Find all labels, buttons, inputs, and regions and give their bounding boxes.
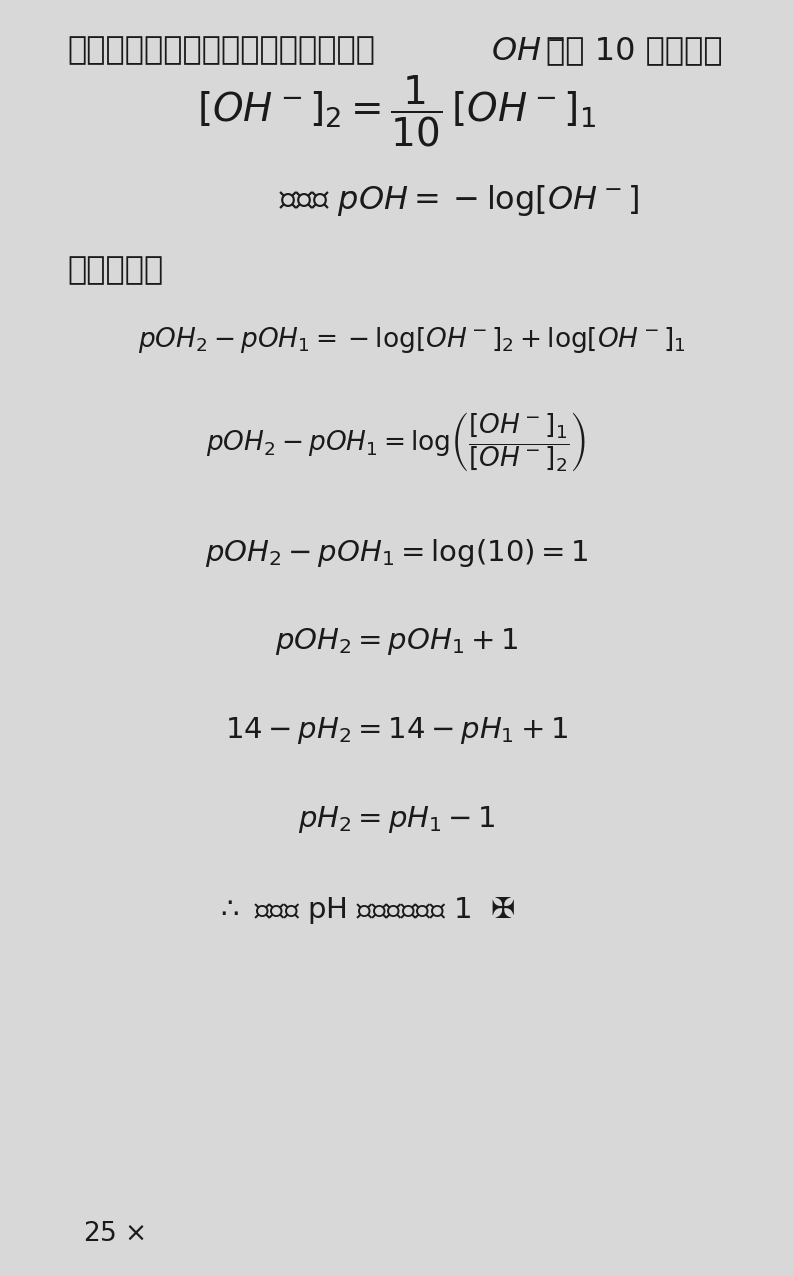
- Text: 25 $\times$: 25 $\times$: [82, 1221, 145, 1247]
- Text: $14 - pH_2 = 14 - pH_1 + 1$: $14 - pH_2 = 14 - pH_1 + 1$: [225, 715, 568, 746]
- Text: $\therefore$ ค่า pH จะลดลง 1  $\maltese$: $\therefore$ ค่า pH จะลดลง 1 $\maltese$: [215, 894, 515, 926]
- Text: ลดความเข้มข้นของ: ลดความเข้มข้นของ: [67, 36, 375, 66]
- Text: จาก $pOH = -\log[OH^-]$: จาก $pOH = -\log[OH^-]$: [279, 184, 638, 218]
- Text: จะได้: จะได้: [67, 255, 163, 286]
- Text: $pOH_2 - pOH_1 = \log(10) = 1$: $pOH_2 - pOH_1 = \log(10) = 1$: [205, 537, 588, 569]
- Text: $pOH_2 - pOH_1 = \log\!\left(\dfrac{[OH^-]_1}{[OH^-]_2}\right)$: $pOH_2 - pOH_1 = \log\!\left(\dfrac{[OH^…: [206, 410, 587, 473]
- Text: $pOH_2 - pOH_1 = -\log[OH^-]_2 + \log[OH^-]_1$: $pOH_2 - pOH_1 = -\log[OH^-]_2 + \log[OH…: [138, 325, 686, 355]
- Text: $pH_2 = pH_1 - 1$: $pH_2 = pH_1 - 1$: [297, 804, 496, 835]
- Text: $pOH_2 = pOH_1 + 1$: $pOH_2 = pOH_1 + 1$: [274, 627, 519, 657]
- Text: $OH^-$: $OH^-$: [491, 36, 565, 66]
- Text: ลง 10 เท่า: ลง 10 เท่า: [546, 36, 722, 66]
- Text: $[OH^-]_2 = \dfrac{1}{10}\,[OH^-]_1$: $[OH^-]_2 = \dfrac{1}{10}\,[OH^-]_1$: [197, 74, 596, 149]
